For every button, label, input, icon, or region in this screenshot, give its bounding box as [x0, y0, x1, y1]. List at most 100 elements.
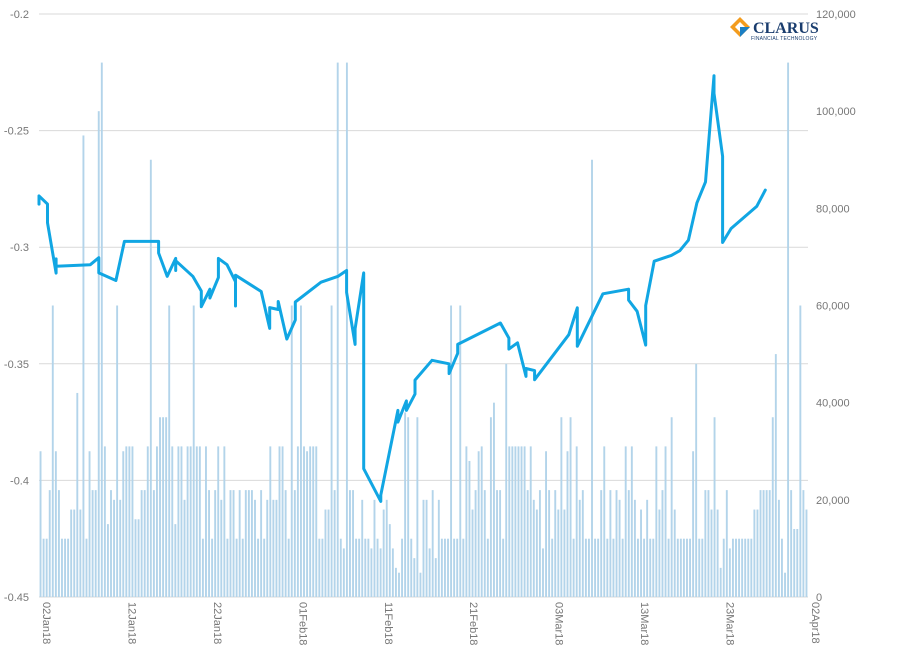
- volume-bar: [554, 490, 557, 597]
- left-axis-tick-label: -0.45: [4, 592, 29, 604]
- volume-bar: [710, 509, 713, 597]
- volume-bar: [802, 490, 805, 597]
- volume-bar: [125, 446, 128, 597]
- right-axis-tick-label: 20,000: [816, 495, 850, 507]
- x-axis-ticks: 02Jan18 12Jan18 22Jan18 01Feb18 11Feb18 21Feb…: [40, 602, 821, 645]
- volume-bar: [557, 509, 560, 597]
- volume-bar: [281, 446, 284, 597]
- volume-bar: [480, 446, 483, 597]
- volume-bar: [784, 572, 786, 597]
- volume-bar: [532, 499, 535, 597]
- volume-bar: [309, 446, 312, 597]
- volume-bar: [208, 490, 210, 597]
- volume-bar: [195, 446, 198, 597]
- volume-bar: [738, 538, 741, 597]
- volume-bar: [413, 558, 416, 597]
- volume-bar: [238, 490, 241, 597]
- volume-bar: [152, 490, 155, 597]
- volume-bar: [398, 572, 400, 597]
- volume-bar: [765, 490, 768, 597]
- volume-bar: [701, 538, 704, 597]
- volume-bar: [76, 392, 79, 597]
- volume-bar: [447, 538, 449, 597]
- volume-bar: [189, 446, 192, 597]
- volume-bar: [771, 417, 774, 597]
- x-axis-tick-label: 12Jan18: [125, 602, 137, 644]
- volume-bar: [563, 509, 566, 597]
- volume-bar: [201, 538, 204, 597]
- volume-bar: [686, 538, 688, 597]
- volume-bar: [679, 538, 682, 597]
- volume-bar: [358, 538, 361, 597]
- volume-bar: [131, 446, 134, 597]
- volume-bar: [667, 538, 670, 597]
- volume-bar: [370, 548, 373, 597]
- x-axis-tick-label: 11Feb18: [382, 602, 394, 645]
- volume-bar: [416, 417, 419, 597]
- right-axis-tick-label: 80,000: [816, 203, 850, 215]
- volume-bar: [673, 509, 676, 597]
- volume-bar: [106, 524, 109, 597]
- volume-bar: [692, 451, 695, 597]
- volume-bar: [364, 538, 367, 597]
- volume-bar: [768, 490, 771, 597]
- volume-bar: [425, 499, 428, 597]
- volume-bar: [781, 538, 783, 597]
- volume-bar: [303, 446, 305, 597]
- volume-bar: [70, 509, 73, 597]
- volume-bar: [477, 451, 480, 597]
- volume-bar: [275, 499, 278, 597]
- volume-bar: [542, 548, 544, 597]
- volume-bar: [796, 528, 799, 597]
- volume-bar: [407, 417, 410, 597]
- volume-bar: [272, 499, 275, 597]
- x-axis-tick-label: 13Mar18: [638, 602, 650, 645]
- bar-series: [39, 62, 808, 598]
- volume-bar: [594, 538, 597, 597]
- volume-bar: [401, 538, 404, 597]
- volume-bar: [64, 538, 66, 597]
- volume-bar: [434, 558, 437, 597]
- volume-bar: [51, 305, 54, 597]
- volume-bar: [615, 490, 618, 597]
- volume-bar: [787, 62, 790, 598]
- volume-bar: [443, 538, 446, 597]
- volume-bar: [704, 490, 707, 597]
- volume-bar: [560, 417, 563, 597]
- volume-bar: [220, 499, 223, 597]
- volume-bar: [229, 490, 232, 597]
- volume-bar: [223, 446, 226, 597]
- volume-bar: [471, 509, 474, 597]
- volume-bar: [404, 412, 407, 597]
- volume-bar: [670, 417, 673, 597]
- volume-bar: [440, 538, 443, 597]
- volume-bar: [713, 417, 716, 597]
- volume-bar: [462, 538, 465, 597]
- volume-bar: [793, 528, 796, 597]
- volume-bar: [241, 538, 244, 597]
- volume-bar: [39, 451, 42, 597]
- volume-bar: [61, 538, 63, 597]
- volume-bar: [324, 509, 327, 597]
- volume-bar: [603, 446, 606, 597]
- volume-bar: [382, 509, 385, 597]
- volume-bar: [113, 499, 116, 597]
- volume-bar: [321, 538, 324, 597]
- volume-bar: [419, 572, 422, 597]
- volume-bar: [545, 451, 547, 597]
- volume-bar: [373, 499, 376, 597]
- volume-bar: [799, 305, 802, 597]
- line-series: [37, 74, 767, 503]
- volume-bar: [722, 538, 725, 597]
- volume-bar: [180, 446, 183, 597]
- right-axis-tick-label: 40,000: [816, 398, 850, 410]
- volume-bar: [606, 538, 609, 597]
- volume-bar: [278, 446, 281, 597]
- volume-bar: [698, 538, 701, 597]
- volume-bar: [300, 305, 302, 597]
- volume-bar: [339, 538, 342, 597]
- volume-bar: [643, 538, 646, 597]
- volume-bar: [790, 490, 793, 597]
- volume-bar: [342, 548, 345, 597]
- volume-bar: [661, 490, 664, 597]
